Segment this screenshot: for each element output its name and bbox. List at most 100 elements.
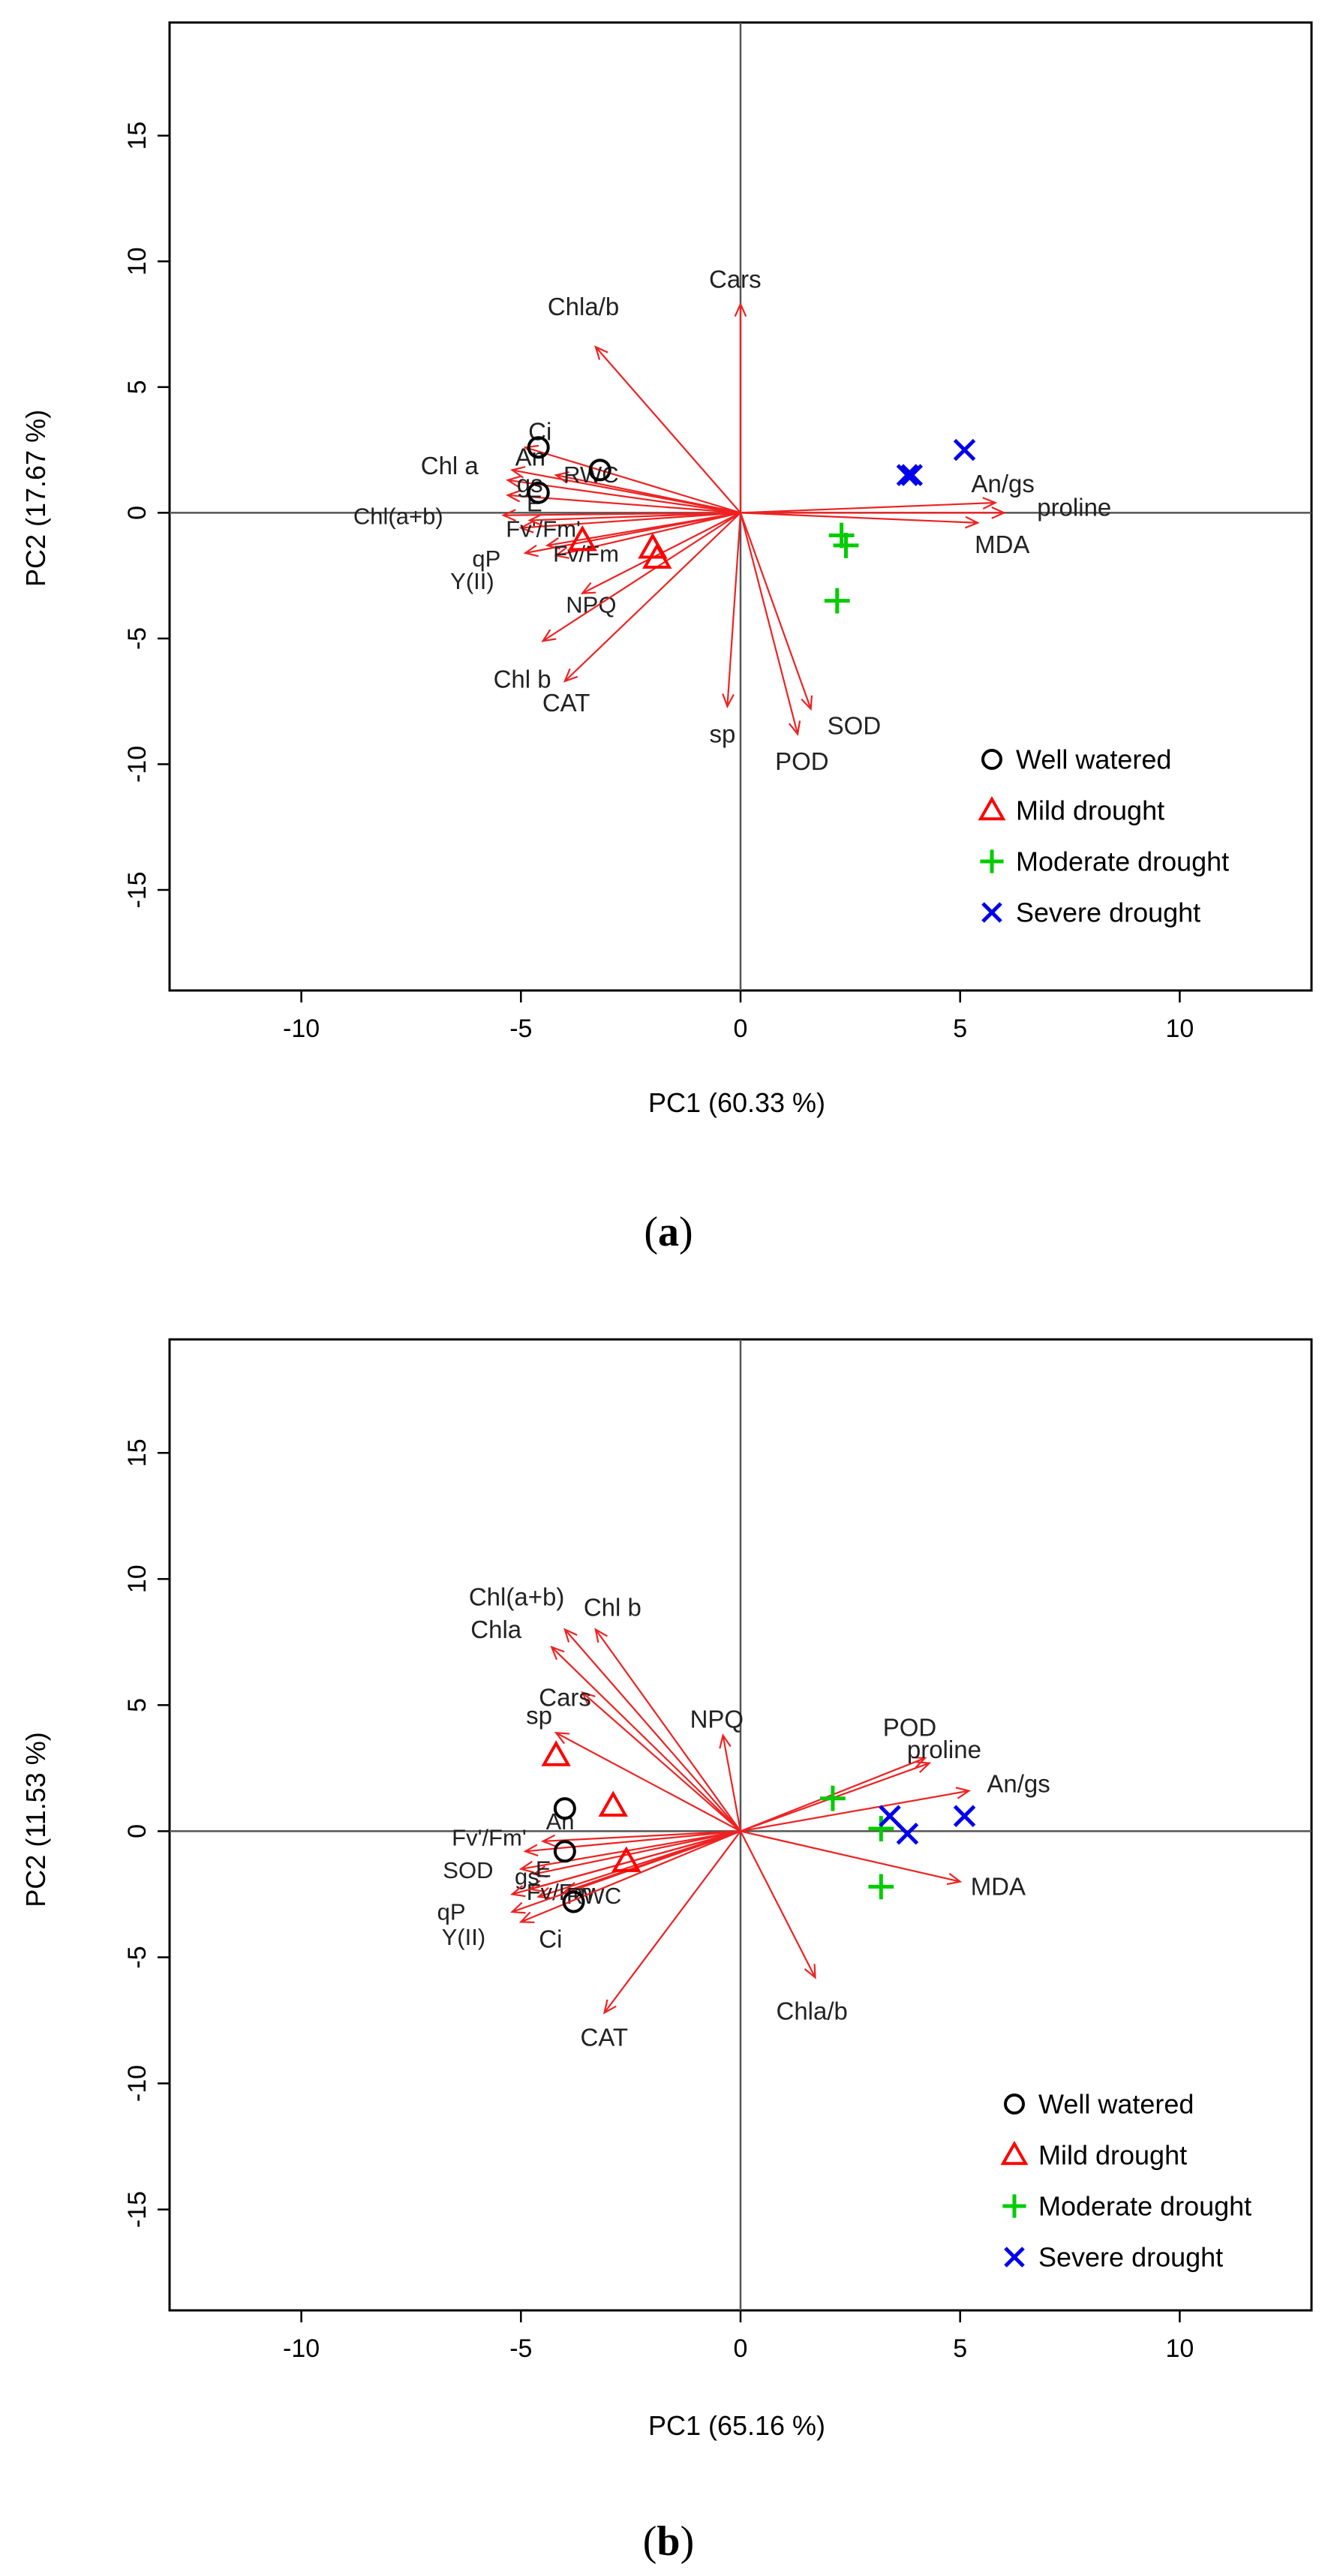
panel-b-scores bbox=[541, 1740, 976, 1913]
panel-b-score-point-moderate-drought bbox=[868, 1816, 894, 1841]
panel-b-y-tick-label: 5 bbox=[123, 1698, 152, 1712]
panel-b-loading-label-cars: Cars bbox=[539, 1684, 591, 1712]
panel-a-y-tick-label: 5 bbox=[123, 380, 152, 394]
panel-b-loading-arrowhead-e bbox=[532, 1865, 548, 1878]
panel-a-loading-arrow-rwc bbox=[555, 474, 741, 514]
panel-a-loading-arrow-e bbox=[529, 512, 741, 522]
panel-b-caption-letter: b bbox=[656, 2518, 680, 2565]
panel-a-loading-cars: Cars bbox=[709, 265, 762, 513]
panel-b-loading-arrowhead-fv-fm bbox=[523, 1844, 539, 1857]
panel-b-biplot: -10 -5 0 5 10 -15 -10 -5 0 5 10 15 PC1 (65.16 %) PC… bbox=[20, 1338, 1313, 2565]
panel-b-loading-label-mda: MDA bbox=[971, 1873, 1026, 1901]
panel-b-loading-mda: MDA bbox=[740, 1830, 1026, 1901]
panel-b-loading-npq: NPQ bbox=[690, 1706, 744, 1832]
panel-b-loading-arrow-chla bbox=[551, 1646, 741, 1832]
panel-b-loading-arrow-e bbox=[533, 1830, 741, 1875]
panel-a-loading-label-cars: Cars bbox=[709, 265, 762, 293]
panel-a-loading-cat: CAT bbox=[542, 512, 741, 717]
panel-a-loading-arrow-sod bbox=[739, 512, 812, 710]
panel-a-x-axis-title: PC1 (60.33 %) bbox=[648, 1087, 825, 1118]
panel-a-score-point-well-watered bbox=[588, 458, 611, 482]
panel-b-y-tick-label: -15 bbox=[123, 2191, 152, 2228]
panel-b-loading-arrow-npq bbox=[722, 1735, 742, 1832]
panel-a-legend-label-severe-drought: Severe drought bbox=[1016, 897, 1200, 928]
panel-b-loading-label-rwc: RWC bbox=[566, 1883, 621, 1909]
panel-b-legend-label-well-watered: Well watered bbox=[1038, 2089, 1194, 2120]
panel-a-loading-label-pod: POD bbox=[775, 747, 829, 775]
panel-a-loading-proline: proline bbox=[741, 493, 1111, 521]
panel-b-loading-arrowhead-mda bbox=[946, 1872, 963, 1886]
panel-b-loading-arrow-chl-b bbox=[594, 1628, 741, 1832]
panel-b-legend-item-well-watered: Well watered bbox=[1004, 2089, 1194, 2120]
panel-a-loading-arrowhead-sod bbox=[801, 695, 813, 711]
panel-b-loading-arrow-chla-b bbox=[740, 1830, 816, 1978]
panel-a-loading-arrowhead-fv-fm bbox=[554, 546, 570, 559]
panel-b-loading-label-chla-b: Chla/b bbox=[777, 1997, 848, 2024]
panel-b-loading-label-qp: qP bbox=[437, 1898, 466, 1925]
panel-b-loading-label-fv-fm: Fv/Fm bbox=[527, 1879, 593, 1905]
panel-a-loading-arrowhead-chla-b bbox=[594, 345, 608, 360]
panel-a-legend-item-mild-drought: Mild drought bbox=[978, 795, 1164, 826]
panel-a-loading-arrowhead-chl-a-b bbox=[501, 509, 516, 522]
panel-b-loading-label-an-gs: An/gs bbox=[987, 1770, 1050, 1798]
panel-b-loading-arrow-cars bbox=[581, 1691, 741, 1832]
panel-a-loading-arrow-mda bbox=[740, 512, 978, 524]
panel-a-loading-label-sp: sp bbox=[709, 720, 735, 747]
panel-b-score-point-severe-drought bbox=[879, 1805, 901, 1828]
panel-a-legend-label-moderate-drought: Moderate drought bbox=[1016, 846, 1229, 877]
panel-b-loading-arrow-qp bbox=[512, 1830, 741, 1895]
panel-b-loading-qp: qP bbox=[437, 1830, 741, 1925]
panel-a-caption-letter: a bbox=[658, 1209, 679, 1255]
panel-a-loading-arrowhead-e bbox=[527, 513, 543, 527]
panel-b-loading-arrow-an bbox=[542, 1830, 741, 1842]
panel-a-loading-label-fv-fm: Fv/Fm bbox=[553, 540, 619, 567]
panel-a-loading-arrowhead-pod bbox=[789, 720, 801, 736]
panel-a-x-tick-label: 0 bbox=[734, 1014, 748, 1043]
panel-b-loading-label-pod: POD bbox=[883, 1714, 937, 1742]
panel-b-legend-marker-well-watered bbox=[1004, 2094, 1025, 2115]
panel-b-x-tick-label: -5 bbox=[509, 2334, 532, 2363]
panel-a-loading-fv-fm: Fv/Fm bbox=[553, 512, 741, 567]
panel-a-loading-arrowhead-an bbox=[509, 466, 526, 479]
panel-b-loading-arrowhead-npq bbox=[719, 1733, 732, 1749]
panel-b-loading-label-e: E bbox=[536, 1856, 551, 1883]
panel-a-loading-arrow-cat bbox=[564, 512, 741, 682]
panel-b-legend-marker-moderate-drought bbox=[1002, 2194, 1026, 2218]
panel-a-score-point-severe-drought bbox=[896, 464, 919, 486]
panel-a-loading-qp: qP bbox=[472, 512, 741, 572]
panel-b-loading-arrow-chl-a-b bbox=[564, 1628, 741, 1832]
panel-a-x-tick-label: 5 bbox=[953, 1014, 967, 1043]
panel-b-loading-arrowhead-proline bbox=[911, 1757, 927, 1769]
panel-a-loading-chla-b: Chla/b bbox=[548, 293, 741, 514]
panel-a-legend-item-well-watered: Well watered bbox=[981, 744, 1171, 775]
panel-b-score-point-mild-drought bbox=[598, 1790, 628, 1817]
panel-a-loading-arrowhead-rwc bbox=[554, 471, 569, 484]
panel-a-loading-chl-b: Chl b bbox=[494, 512, 741, 693]
panel-a-score-point-severe-drought bbox=[900, 464, 924, 486]
panel-a-loading-arrowhead-an-gs bbox=[982, 497, 998, 509]
panel-a-loading-arrow-chl-b bbox=[542, 512, 741, 642]
panel-a-legend-item-moderate-drought: Moderate drought bbox=[980, 846, 1229, 877]
panel-a-loading-pod: POD bbox=[739, 512, 829, 775]
panel-a-loading-an-gs: An/gs bbox=[740, 470, 1035, 514]
panel-b-score-point-mild-drought bbox=[611, 1846, 641, 1872]
panel-b-y-tick-label: 0 bbox=[123, 1824, 152, 1838]
panel-a-loading-arrowhead-gs bbox=[506, 489, 521, 503]
panel-a-loading-chl-a-b: Chl(a+b) bbox=[353, 503, 741, 530]
panel-b-loading-arrowhead-ci bbox=[518, 1911, 535, 1923]
panel-b-score-point-severe-drought bbox=[896, 1822, 919, 1845]
panel-b-loading-rwc: RWC bbox=[563, 1830, 741, 1909]
panel-b-y-tick-label: -10 bbox=[123, 2065, 152, 2102]
panel-b-loading-arrowhead-chla bbox=[550, 1646, 565, 1661]
panel-b-legend-item-moderate-drought: Moderate drought bbox=[1002, 2191, 1251, 2222]
panel-b-loading-arrowhead-sp bbox=[554, 1732, 570, 1745]
panel-a-loading-label-npq: NPQ bbox=[566, 592, 616, 618]
panel-a-loading-label-mda: MDA bbox=[975, 531, 1029, 558]
panel-a-score-point-well-watered bbox=[527, 436, 550, 459]
panel-b-score-point-well-watered bbox=[553, 1840, 576, 1863]
panel-a-loading-label-sod: SOD bbox=[828, 712, 882, 740]
panel-b-loading-arrow-sod bbox=[521, 1830, 741, 1870]
panel-a-loading-arrowhead-npq bbox=[580, 582, 596, 594]
